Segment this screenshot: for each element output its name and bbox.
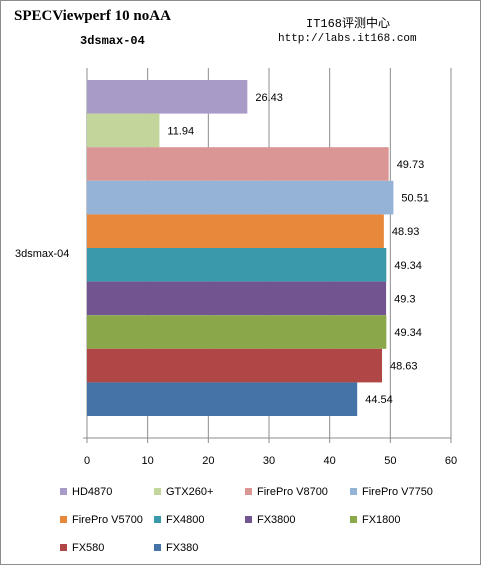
bar-fx580 [87,348,383,383]
legend-item: FirePro V8700 [245,486,328,500]
x-tick-label: 40 [324,455,336,467]
legend-item: FX3800 [245,514,296,528]
bar-fx1800 [87,315,387,349]
x-tick-label: 0 [84,455,90,467]
x-tick-label: 20 [202,455,214,467]
legend-item: FirePro V5700 [60,514,143,528]
x-tick-label: 50 [384,455,396,467]
bar-firepro-v8700 [87,147,389,181]
legend-swatch [245,487,252,495]
bar-gtx260- [87,113,160,148]
data-label: 44.54 [365,394,393,406]
bar-firepro-v5700 [87,214,384,248]
legend-item: FirePro V7750 [350,486,433,500]
bar-hd4870 [87,80,248,114]
legend-swatch [60,515,67,523]
legend-swatch [350,515,357,523]
data-label: 49.34 [394,327,422,339]
legend-label: HD4870 [72,486,113,498]
legend-label: FX4800 [166,514,205,526]
data-label: 11.94 [167,125,194,137]
legend-swatch [60,487,67,495]
data-label: 48.93 [392,226,420,238]
legend-label: FirePro V7750 [362,486,433,498]
x-tick-label: 10 [142,455,154,467]
chart-subtitle: 3dsmax-04 [80,34,145,48]
legend-label: FX380 [166,542,199,554]
data-label: 48.63 [390,361,418,373]
legend-label: FirePro V8700 [257,486,328,498]
data-label: 50.51 [401,193,429,205]
chart-title: SPECViewperf 10 noAA [14,8,171,24]
data-label: 49.34 [394,260,422,272]
legend-item: FX1800 [350,514,401,528]
legend-swatch [154,543,161,551]
legend-item: GTX260+ [154,486,213,500]
legend-label: GTX260+ [166,486,214,498]
legend-item: FX380 [154,542,198,556]
bar-fx4800 [87,248,387,282]
x-tick-label: 60 [445,455,457,467]
legend-label: FX580 [72,542,105,554]
data-label: 26.43 [255,92,283,104]
legend-item: FX4800 [154,514,205,528]
bar-fx3800 [87,281,387,316]
bar-fx380 [87,382,358,416]
site-name: IT168评测中心 [306,17,391,31]
legend-item: HD4870 [60,486,112,500]
legend-item: FX580 [60,542,104,556]
legend-label: FirePro V5700 [72,514,143,526]
data-label: 49.73 [397,159,425,171]
legend-label: FX3800 [257,514,296,526]
bar-firepro-v7750 [87,180,394,215]
legend-swatch [154,487,161,495]
legend-label: FX1800 [362,514,401,526]
legend-swatch [154,515,161,523]
legend-swatch [245,515,252,523]
legend-swatch [350,487,357,495]
category-label: 3dsmax-04 [15,248,69,260]
legend-swatch [60,543,67,551]
x-tick-label: 30 [263,455,275,467]
site-url: http://labs.it168.com [278,33,417,45]
data-label: 49.3 [394,293,415,305]
